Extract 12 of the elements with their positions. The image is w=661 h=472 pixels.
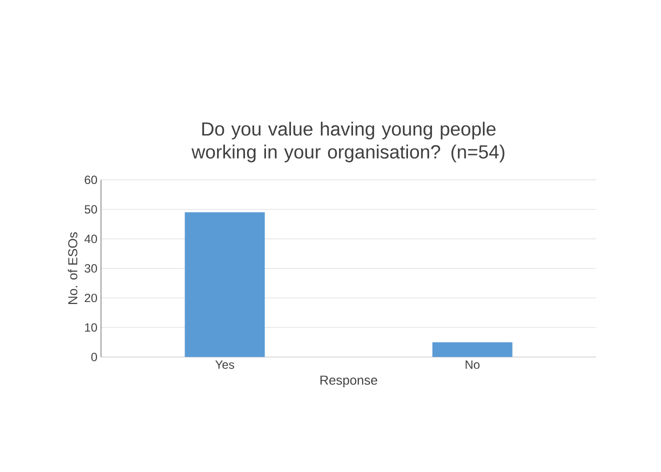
x-tick-label: No xyxy=(466,360,480,369)
y-tick-label: 20 xyxy=(84,294,98,302)
y-tick-label: 10 xyxy=(85,323,98,332)
x-tick-label: Yes xyxy=(215,360,234,369)
y-tick-label: 30 xyxy=(84,264,98,273)
y-tick-label: 0 xyxy=(91,352,98,362)
y-tick-label: 40 xyxy=(84,234,98,244)
chart-title: Do you value having young people working in your organisation? (n=54) xyxy=(192,122,504,162)
y-axis-title: No. of ESOs xyxy=(68,232,78,304)
x-axis-title: Response xyxy=(320,376,378,388)
y-tick-label: 60 xyxy=(84,176,98,184)
y-tick-label: 50 xyxy=(84,205,98,214)
